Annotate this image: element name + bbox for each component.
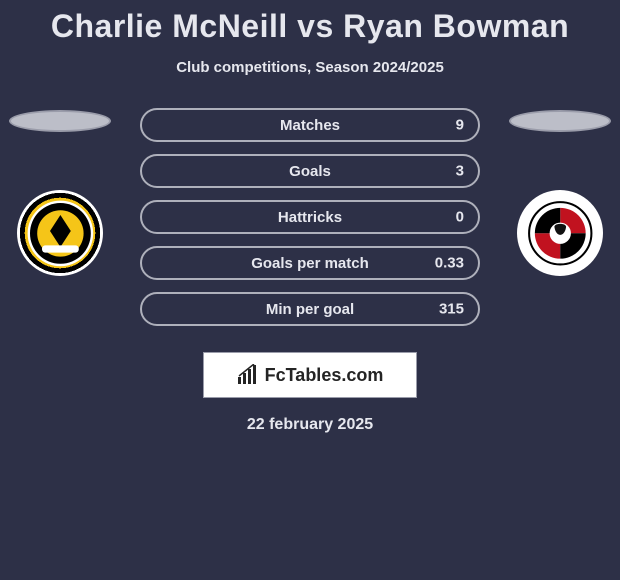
stat-value-right: 0 [456, 209, 464, 226]
page-title: Charlie McNeill vs Ryan Bowman [51, 8, 569, 45]
subtitle: Club competitions, Season 2024/2025 [176, 59, 444, 76]
stat-row-gpm: Goals per match 0.33 [140, 246, 480, 280]
stat-value-right: 0.33 [435, 255, 464, 272]
snapshot-date: 22 february 2025 [247, 416, 373, 434]
stat-label: Goals per match [251, 255, 369, 272]
stat-label: Matches [280, 117, 340, 134]
compare-grid: Matches 9 Goals 3 Hattricks 0 Goals per … [0, 108, 620, 434]
cheltenham-badge-icon [525, 198, 596, 269]
brand-text: FcTables.com [265, 365, 384, 386]
left-player-photo-placeholder [9, 110, 111, 132]
right-player-photo-placeholder [509, 110, 611, 132]
chart-icon [237, 364, 259, 386]
cheltenham-town-badge [517, 190, 603, 276]
stat-row-mpg: Min per goal 315 [140, 292, 480, 326]
right-player-col [500, 108, 620, 276]
stat-value-right: 3 [456, 163, 464, 180]
stats-column: Matches 9 Goals 3 Hattricks 0 Goals per … [120, 108, 500, 434]
comparison-card: Charlie McNeill vs Ryan Bowman Club comp… [0, 0, 620, 434]
stat-value-right: 9 [456, 117, 464, 134]
newport-county-badge [17, 190, 103, 276]
brand-watermark[interactable]: FcTables.com [203, 352, 417, 398]
stat-label: Hattricks [278, 209, 342, 226]
stat-label: Min per goal [266, 301, 354, 318]
stat-row-hattricks: Hattricks 0 [140, 200, 480, 234]
stat-row-goals: Goals 3 [140, 154, 480, 188]
stat-value-right: 315 [439, 301, 464, 318]
newport-badge-icon [26, 199, 95, 268]
stat-row-matches: Matches 9 [140, 108, 480, 142]
left-player-col [0, 108, 120, 276]
stat-label: Goals [289, 163, 331, 180]
